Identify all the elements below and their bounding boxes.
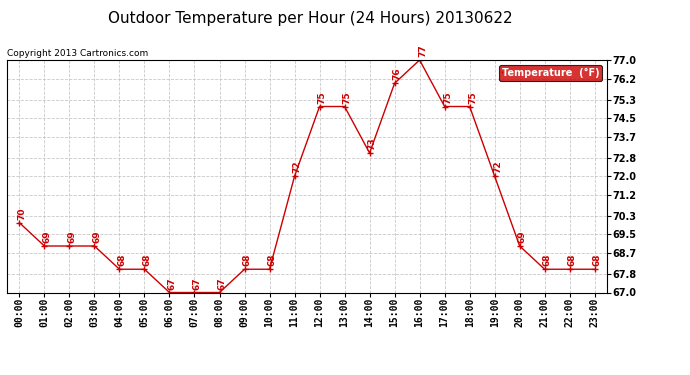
Text: 72: 72 (493, 161, 502, 174)
Text: Copyright 2013 Cartronics.com: Copyright 2013 Cartronics.com (7, 49, 148, 58)
Text: 67: 67 (218, 277, 227, 290)
Text: 68: 68 (243, 254, 252, 267)
Text: Outdoor Temperature per Hour (24 Hours) 20130622: Outdoor Temperature per Hour (24 Hours) … (108, 11, 513, 26)
Text: 68: 68 (268, 254, 277, 267)
Text: 70: 70 (18, 207, 27, 220)
Text: 68: 68 (118, 254, 127, 267)
Text: 75: 75 (468, 91, 477, 104)
Text: 75: 75 (443, 91, 452, 104)
Text: 75: 75 (343, 91, 352, 104)
Text: 68: 68 (543, 254, 552, 267)
Text: 72: 72 (293, 161, 302, 174)
Text: 67: 67 (168, 277, 177, 290)
Text: 76: 76 (393, 68, 402, 81)
Text: 69: 69 (92, 231, 101, 243)
Text: 77: 77 (418, 45, 427, 57)
Text: 68: 68 (593, 254, 602, 267)
Text: 67: 67 (193, 277, 201, 290)
Text: 73: 73 (368, 138, 377, 150)
Text: 69: 69 (68, 231, 77, 243)
Text: 69: 69 (43, 231, 52, 243)
Text: 68: 68 (143, 254, 152, 267)
Legend: Temperature  (°F): Temperature (°F) (499, 65, 602, 81)
Text: 68: 68 (568, 254, 577, 267)
Text: 75: 75 (318, 91, 327, 104)
Text: 69: 69 (518, 231, 527, 243)
